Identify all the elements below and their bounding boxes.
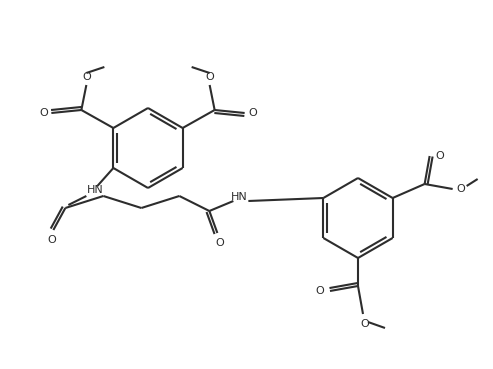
Text: HN: HN — [231, 192, 248, 202]
Text: O: O — [215, 238, 224, 248]
Text: O: O — [248, 108, 257, 118]
Text: O: O — [456, 184, 465, 194]
Text: O: O — [82, 72, 91, 82]
Text: O: O — [39, 108, 48, 118]
Text: O: O — [47, 235, 56, 245]
Text: O: O — [316, 286, 324, 296]
Text: O: O — [205, 72, 214, 82]
Text: O: O — [360, 319, 369, 329]
Text: O: O — [435, 151, 444, 161]
Text: HN: HN — [87, 185, 104, 195]
